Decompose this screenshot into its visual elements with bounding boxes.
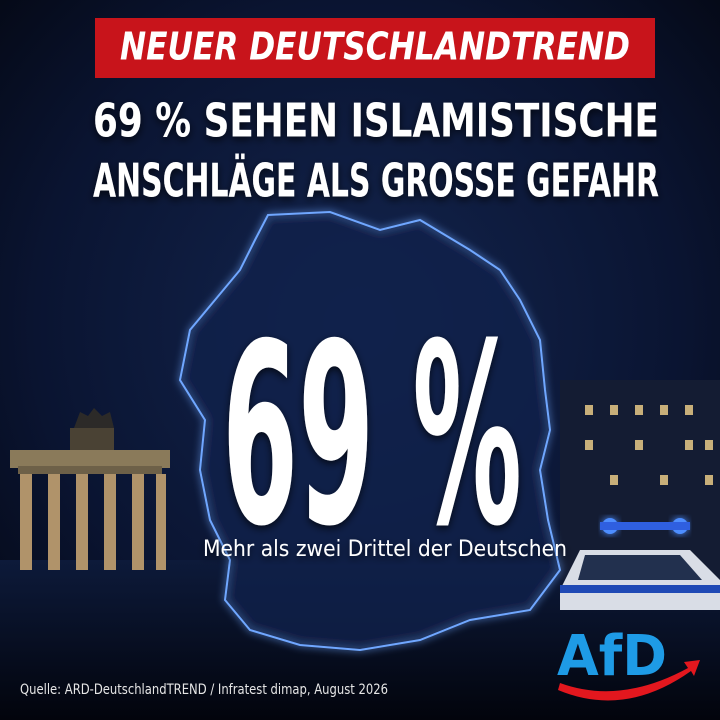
banner-background	[95, 18, 655, 78]
germany-map	[178, 210, 562, 652]
logo: AfD	[557, 624, 700, 701]
headline-line: 69 % SEHEN ISLAMISTISCHE	[93, 94, 659, 148]
stat-caption: Mehr als zwei Drittel der Deutschen	[203, 537, 567, 562]
stat-value: 69 %	[222, 290, 522, 581]
headline-line: ANSCHLÄGE ALS GROSSE GEFAHR	[93, 154, 659, 208]
source-note: Quelle: ARD-DeutschlandTREND / Infratest…	[20, 682, 388, 698]
police-car	[560, 518, 720, 610]
banner-title: NEUER DEUTSCHLANDTREND	[120, 25, 630, 69]
logo-arrow	[558, 660, 700, 701]
brandenburg-gate	[10, 408, 170, 570]
logo-text: AfD	[557, 624, 667, 689]
building	[560, 380, 720, 580]
